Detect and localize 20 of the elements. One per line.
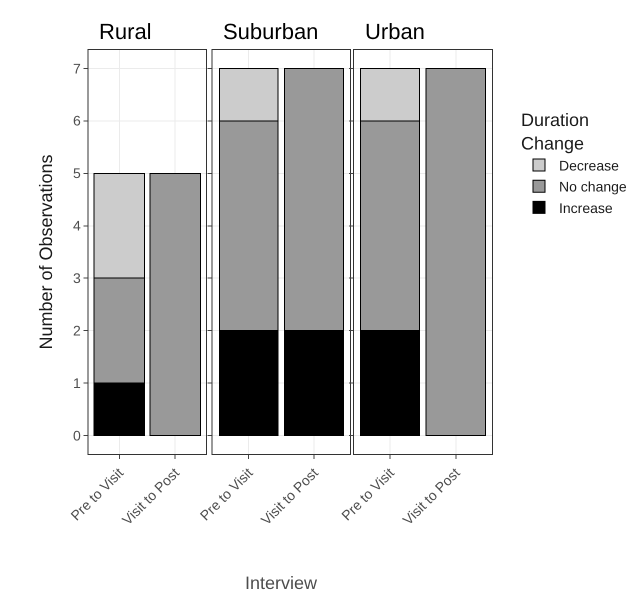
y-axis-title: Number of Observations [36, 154, 56, 350]
y-tick-label: 4 [73, 218, 82, 234]
legend-label: Decrease [559, 157, 620, 174]
y-tick-label: 0 [73, 428, 82, 444]
y-tick-label: 6 [73, 112, 82, 129]
chart-title: Urban [365, 19, 425, 44]
chart-title: Suburban [223, 19, 318, 44]
y-tick-label: 5 [73, 165, 82, 182]
y-tick-label: 1 [73, 375, 82, 392]
x-tick-label: Pre to Visit [196, 464, 256, 524]
legend-label: No change [559, 178, 627, 195]
bar [150, 172, 201, 436]
chart-title: Rural [99, 19, 152, 44]
y-tick-label: 2 [73, 322, 82, 339]
x-tick-label: Pre to Visit [338, 464, 398, 524]
y-tick-label: 3 [73, 270, 82, 286]
legend-label: Increase [559, 200, 613, 216]
x-axis-title: Interview [245, 573, 318, 593]
y-tick-label: 7 [73, 60, 82, 76]
legend-title: Duration Change [521, 110, 590, 154]
